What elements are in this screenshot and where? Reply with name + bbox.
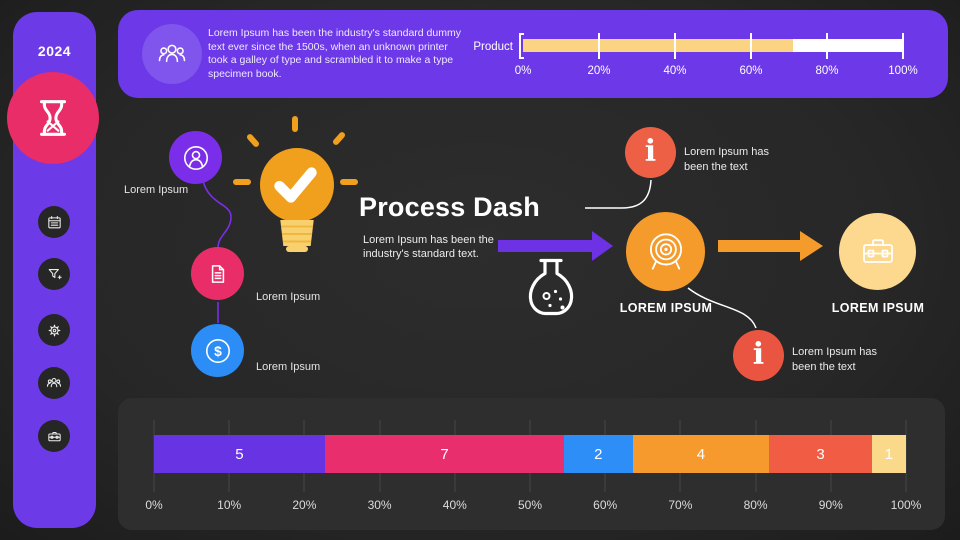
milestone-user-circle (169, 131, 222, 184)
axis-tick-label: 40% (442, 498, 467, 512)
step-label-2: LOREM IPSUM (831, 301, 925, 315)
milestone-label-2: Lorem Ipsum (256, 291, 321, 303)
user-icon (183, 145, 208, 170)
product-axis-tick-label: 40% (663, 65, 687, 77)
flow-arrow-orange (718, 231, 823, 261)
product-axis-tick (674, 33, 676, 59)
bulb-ray-upleft (245, 132, 261, 149)
briefcase-icon (862, 238, 893, 263)
axis-tick-label: 100% (890, 498, 922, 512)
step-briefcase-circle (839, 213, 916, 290)
bulb-ray-top (292, 116, 298, 132)
step-label-1: LOREM IPSUM (619, 301, 713, 315)
product-axis-tick-label: 0% (514, 65, 532, 77)
milestone-label-3: Lorem Ipsum (256, 361, 321, 373)
target-icon (649, 232, 682, 270)
milestone-dollar-circle: $ (191, 324, 244, 377)
step-target-circle (626, 212, 705, 291)
stacked-segment: 5 (154, 435, 325, 473)
banner-paragraph: Lorem Ipsum has been the industry's stan… (208, 27, 461, 80)
product-axis-tick-label: 100% (888, 65, 918, 77)
axis-tick-label: 90% (818, 498, 843, 512)
sidebar-item-settings[interactable] (38, 314, 70, 346)
connector-curve-title-info (585, 179, 652, 209)
stacked-segment: 7 (324, 435, 565, 473)
sidebar-item-calendar[interactable] (38, 206, 70, 238)
product-bar-track (523, 39, 903, 52)
filter-plus-icon (48, 268, 62, 279)
product-axis-tick (826, 33, 828, 59)
axis-tick-label: 70% (668, 498, 693, 512)
hourglass-button[interactable] (7, 72, 99, 164)
people-group-icon (158, 44, 186, 63)
info-icon: i (644, 133, 657, 169)
milestone-label-1: Lorem Ipsum (124, 184, 189, 196)
lightbulb-neck (280, 220, 314, 246)
milestone-document-circle (191, 247, 244, 300)
axis-tick-label: 0% (145, 498, 163, 512)
page-subtitle: Lorem Ipsum has been the industry's stan… (363, 234, 494, 260)
people-badge (142, 24, 202, 84)
product-axis-tick (902, 33, 904, 59)
axis-tick-label: 10% (217, 498, 242, 512)
bulb-ray-right (340, 179, 358, 185)
lightbulb-base (286, 246, 308, 252)
product-axis-tick-label: 80% (815, 65, 839, 77)
info-badge-1: i (625, 127, 676, 178)
document-icon (211, 264, 224, 283)
team-icon (47, 377, 61, 388)
axis-tick-label: 20% (292, 498, 317, 512)
product-axis-tick (598, 33, 600, 59)
bulb-ray-upright (331, 130, 347, 147)
product-axis-tick-label: 20% (587, 65, 611, 77)
product-axis-tick-label: 60% (739, 65, 763, 77)
stacked-segment: 4 (632, 435, 770, 473)
product-axis-tick (750, 33, 752, 59)
top-banner: Lorem Ipsum has been the industry's stan… (118, 10, 948, 98)
stacked-segment: 3 (769, 435, 872, 473)
info-badge-2: i (733, 330, 784, 381)
axis-bracket (519, 33, 524, 59)
dollar-icon: $ (205, 338, 230, 363)
sidebar: 2024 (7, 12, 99, 528)
axis-tick-label: 30% (367, 498, 392, 512)
info-text-1: Lorem Ipsum has been the text (684, 146, 769, 173)
bulb-ray-left (233, 179, 251, 185)
stacked-segment: 2 (564, 435, 633, 473)
axis-gridline (905, 420, 907, 492)
product-category-label: Product (473, 41, 513, 53)
check-icon (266, 156, 324, 214)
page-title: Process Dash (359, 192, 540, 222)
sidebar-item-toolbox[interactable] (38, 420, 70, 452)
hourglass-icon (39, 100, 67, 136)
product-axis: 0% 20% 40% 60% 80% 100% (515, 33, 918, 83)
connector-curve-1 (202, 180, 232, 249)
product-bar-fill (523, 39, 793, 52)
toolbox-icon (47, 431, 61, 441)
axis-tick-label: 60% (593, 498, 618, 512)
axis-tick-label: 80% (743, 498, 768, 512)
sidebar-item-team[interactable] (38, 367, 70, 399)
gear-icon (48, 324, 60, 336)
info-text-2: Lorem Ipsum has been the text (792, 346, 877, 373)
year-label: 2024 (37, 43, 72, 59)
axis-tick-label: 50% (517, 498, 543, 512)
svg-text:$: $ (214, 342, 222, 358)
flask-icon (520, 255, 582, 321)
sidebar-item-filter[interactable] (38, 258, 70, 290)
calendar-icon (47, 215, 61, 228)
info-icon: i (752, 336, 765, 372)
stacked-segment: 1 (871, 435, 906, 473)
